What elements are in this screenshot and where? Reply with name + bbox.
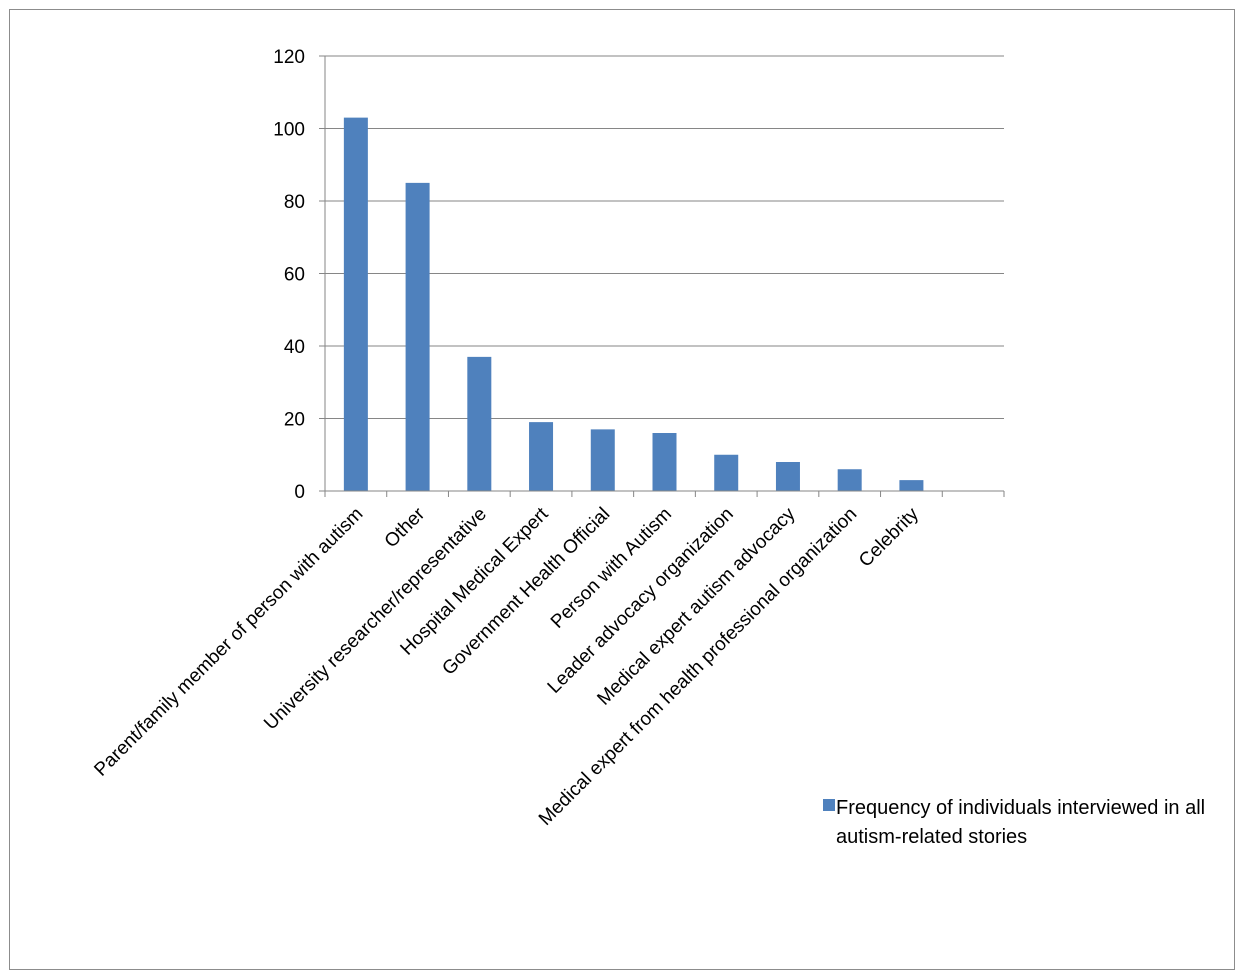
y-tick-label: 120 bbox=[273, 47, 305, 68]
bar bbox=[467, 356, 492, 491]
bars bbox=[343, 117, 924, 491]
y-tick-label: 40 bbox=[284, 337, 305, 358]
bar bbox=[652, 433, 677, 491]
gridlines bbox=[325, 55, 1004, 419]
bar bbox=[714, 454, 739, 491]
bar bbox=[405, 182, 430, 491]
x-tick-label: Person with Autism bbox=[547, 504, 676, 633]
y-tick-label: 0 bbox=[294, 482, 305, 503]
x-tick-label: University researcher/representative bbox=[260, 504, 491, 735]
legend-entry: Frequency of individuals interviewed in … bbox=[836, 797, 1206, 848]
x-tick-label: Celebrity bbox=[855, 503, 923, 571]
bar bbox=[343, 117, 368, 491]
x-tick-label: Other bbox=[381, 503, 430, 552]
chart-frame bbox=[9, 9, 1235, 970]
y-tick-label: 20 bbox=[284, 410, 305, 431]
bar bbox=[837, 469, 862, 491]
bar bbox=[775, 462, 800, 491]
bar bbox=[590, 429, 615, 491]
bar bbox=[529, 422, 554, 491]
x-tick-label: Parent/family member of person with auti… bbox=[90, 504, 367, 781]
x-tick-labels: Parent/family member of person with auti… bbox=[90, 503, 923, 830]
bar bbox=[899, 480, 924, 491]
y-tick-labels: 0 20 40 60 80 100 120 bbox=[273, 47, 305, 503]
y-tick-label: 80 bbox=[284, 192, 305, 213]
y-tick-label: 60 bbox=[284, 265, 305, 286]
y-tick-label: 100 bbox=[273, 120, 305, 141]
legend-swatch bbox=[823, 799, 835, 811]
axes bbox=[319, 55, 1005, 497]
